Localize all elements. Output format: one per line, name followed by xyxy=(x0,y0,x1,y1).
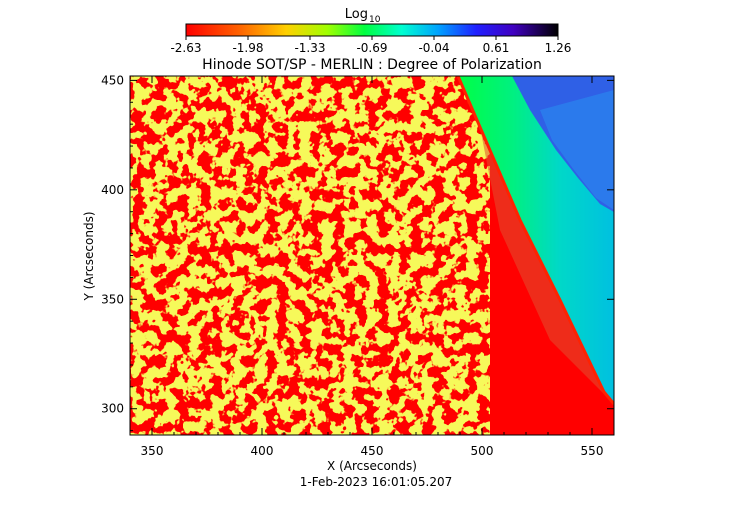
colorbar-label-sub: 10 xyxy=(369,15,381,25)
x-tick-label: 500 xyxy=(471,444,494,458)
x-tick-label: 400 xyxy=(251,444,274,458)
x-axis-label: X (Arcseconds) xyxy=(327,459,417,473)
timestamp: 1-Feb-2023 16:01:05.207 xyxy=(300,475,453,489)
heatmap-limb-edge xyxy=(456,76,614,405)
colorbar-gradient xyxy=(185,23,559,37)
y-axis-label: Y (Arcseconds) xyxy=(82,211,96,301)
colorbar-tick-label: 0.61 xyxy=(483,41,510,55)
y-tick-label: 350 xyxy=(101,292,124,306)
x-tick-label: 350 xyxy=(141,444,164,458)
y-tick-label: 450 xyxy=(101,73,124,87)
heatmap-region-far-off-limb-edge xyxy=(540,90,614,210)
colorbar-tick-label: -2.63 xyxy=(170,41,201,55)
y-tick-label: 300 xyxy=(101,402,124,416)
colorbar-tick-label: 1.26 xyxy=(545,41,572,55)
heatmap-region-plage xyxy=(130,76,490,435)
colorbar-tick-label: -0.04 xyxy=(418,41,449,55)
y-axis: 300 350 400 450 xyxy=(101,73,614,432)
y-tick-label: 400 xyxy=(101,183,124,197)
colorbar-tick-label: -0.69 xyxy=(356,41,387,55)
chart-title: Hinode SOT/SP - MERLIN : Degree of Polar… xyxy=(202,57,542,73)
x-tick-label: 450 xyxy=(361,444,384,458)
colorbar: Log 10 -2.63 -1.98 -1.33 -0.69 -0.04 0.61 1.26 xyxy=(170,7,571,55)
colorbar-label: Log xyxy=(345,7,368,22)
colorbar-ticks: -2.63 -1.98 -1.33 -0.69 -0.04 0.61 1.26 xyxy=(170,36,571,55)
x-tick-label: 550 xyxy=(581,444,604,458)
x-axis: 350 400 450 500 550 xyxy=(129,76,615,458)
heatmap xyxy=(130,76,614,435)
colorbar-tick-label: -1.33 xyxy=(294,41,325,55)
colorbar-tick-label: -1.98 xyxy=(232,41,263,55)
